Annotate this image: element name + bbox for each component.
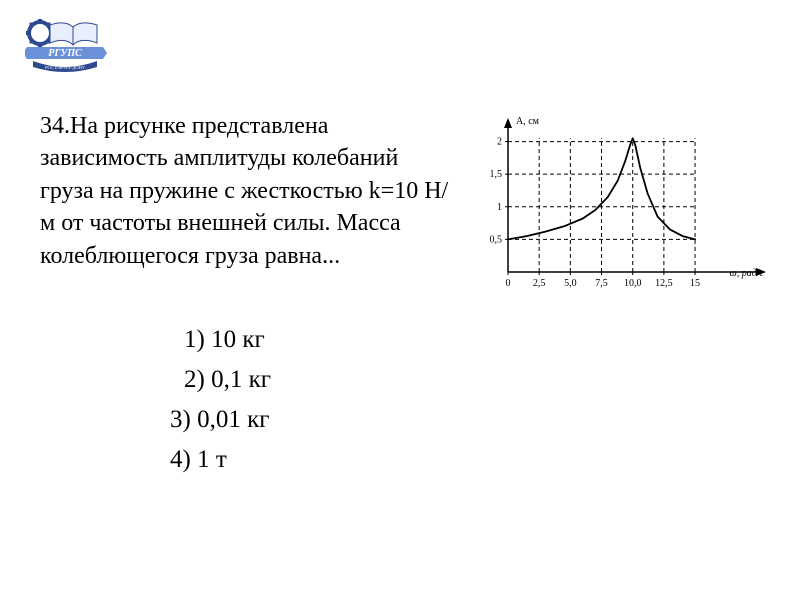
svg-text:1: 1 [497, 202, 502, 213]
resonance-chart: А, см ω, рад/с 0,5 1 1,5 2 0 2,5 5,0 7,5 10,0 12,5 1… [470, 110, 770, 290]
answer-list: 1) 10 кг 2) 0,1 кг 3) 0,01 кг 4) 1 т [170, 320, 760, 480]
svg-text:15: 15 [690, 278, 700, 289]
svg-text:РОСТОВ-НА-ДОНУ: РОСТОВ-НА-ДОНУ [45, 65, 86, 70]
svg-text:РГУПС: РГУПС [48, 48, 82, 59]
content-row: 34.На рисунке представлена зависимость а… [40, 110, 760, 290]
answer-3: 3) 0,01 кг [170, 400, 760, 440]
svg-text:2,5: 2,5 [533, 278, 546, 289]
svg-text:12,5: 12,5 [655, 278, 673, 289]
svg-text:А, см: А, см [516, 116, 540, 127]
svg-text:0,5: 0,5 [490, 234, 503, 245]
svg-text:1,5: 1,5 [490, 169, 503, 180]
answer-1: 1) 10 кг [170, 320, 760, 360]
answer-2: 2) 0,1 кг [170, 360, 760, 400]
svg-text:5,0: 5,0 [564, 278, 577, 289]
svg-text:2: 2 [497, 137, 502, 148]
answer-4: 4) 1 т [170, 440, 760, 480]
university-logo: РГУПС РОСТОВ-НА-ДОНУ [25, 15, 110, 75]
svg-text:0: 0 [506, 278, 511, 289]
question-text: 34.На рисунке представлена зависимость а… [40, 110, 450, 290]
svg-text:ω, рад/с: ω, рад/с [730, 268, 765, 279]
svg-text:10,0: 10,0 [624, 278, 642, 289]
svg-text:7,5: 7,5 [595, 278, 608, 289]
